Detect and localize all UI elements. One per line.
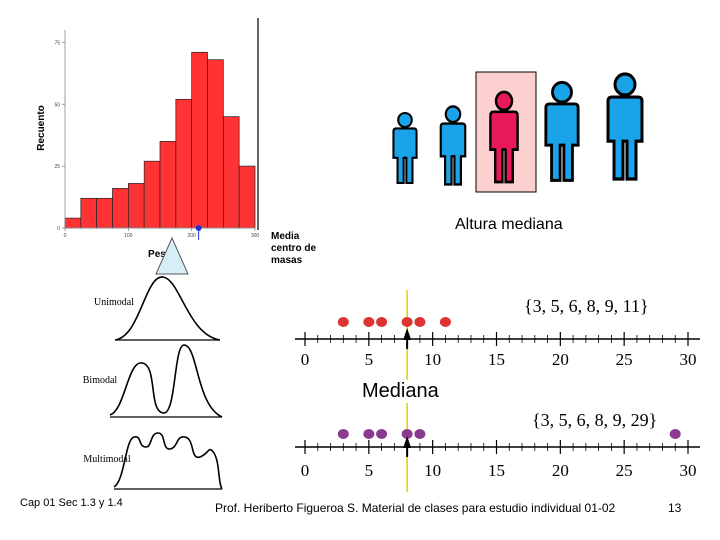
histogram-x-tick-label: 100: [124, 233, 133, 239]
number-lines: 0 5 10 15 20 25 30 0 5 10 15 20 25 30: [295, 290, 700, 492]
media-label-line: Media: [271, 231, 300, 242]
number-line-tick-label: 30: [680, 461, 697, 480]
histogram-y-tick-label: 75: [54, 40, 60, 46]
histogram-bar: [238, 165, 256, 229]
histogram-bar: [112, 188, 129, 229]
unimodal-label: Unimodal: [94, 297, 134, 308]
set2-label: {3, 5, 6, 8, 9, 29}: [532, 410, 657, 431]
number-line-tick-label: 25: [616, 350, 633, 369]
number-line-tick-label: 25: [616, 461, 633, 480]
histogram-bar: [96, 197, 113, 229]
altura-mediana-label: Altura mediana: [455, 216, 563, 233]
people-illustration: [392, 71, 644, 193]
multimodal-label: Multimodal: [83, 454, 130, 465]
histogram-y-label: Recuento: [36, 105, 47, 151]
histogram-bar: [64, 217, 82, 229]
number-line-tick-label: 0: [301, 461, 310, 480]
person-icon: [544, 80, 580, 182]
histogram-bar: [80, 197, 98, 229]
number-line-tick-label: 15: [488, 350, 505, 369]
media-label-line: centro de: [271, 243, 317, 254]
data-point: [414, 317, 426, 327]
histogram-bar: [175, 98, 193, 229]
balance-triangle: [155, 236, 189, 275]
number-line-tick-label: 10: [424, 350, 441, 369]
person-icon: [606, 72, 644, 181]
histogram-bar: [143, 160, 161, 229]
median-arrow-icon: [403, 436, 412, 448]
media-label-line: masas: [271, 255, 303, 266]
modality-curves: Unimodal Bimodal Multimodal: [83, 276, 223, 490]
histogram-y-tick-label: 50: [54, 102, 60, 108]
multimodal-curve: [113, 432, 223, 490]
data-point: [414, 429, 426, 439]
data-point: [363, 317, 375, 327]
bimodal-curve: [109, 344, 223, 418]
histogram-y-tick-label: 25: [54, 164, 60, 170]
set1-label: {3, 5, 6, 8, 9, 11}: [524, 296, 649, 317]
footer-center: Prof. Heriberto Figueroa S. Material de …: [215, 501, 616, 515]
data-point: [363, 429, 375, 439]
data-point: [669, 429, 681, 439]
data-point: [401, 429, 413, 439]
histogram-bar: [159, 141, 177, 229]
number-line-tick-label: 5: [365, 350, 374, 369]
bimodal-label: Bimodal: [83, 375, 118, 386]
data-point: [337, 429, 349, 439]
histogram-x-tick-label: 0: [64, 233, 67, 239]
set2-text: {3, 5, 6, 8, 9, 29}: [532, 410, 658, 430]
histogram-x-label: Peso: [148, 249, 172, 260]
data-point: [401, 317, 413, 327]
histogram-bar: [127, 183, 145, 229]
median-arrow-icon: [403, 328, 412, 340]
histogram-x-tick-label: 300: [251, 233, 260, 239]
number-line-tick-label: 30: [680, 350, 697, 369]
set1-text: {3, 5, 6, 8, 9, 11}: [524, 296, 649, 316]
media-label: Media centro de masas: [271, 231, 316, 267]
unimodal-curve: [114, 276, 221, 341]
data-point: [376, 317, 388, 327]
person-icon: [439, 105, 467, 186]
histogram-bar: [222, 116, 240, 229]
mediana-label: Mediana: [360, 380, 441, 403]
number-line-tick-label: 20: [552, 350, 569, 369]
data-point: [376, 429, 388, 439]
number-line-tick-label: 0: [301, 350, 310, 369]
number-line-tick-label: 20: [552, 461, 569, 480]
histogram-bar: [191, 51, 208, 229]
histogram-bar: [207, 59, 224, 229]
histogram: 0 25 50 75 0 100 200 300 Recuento Peso: [36, 18, 260, 275]
page-number: 13: [668, 501, 682, 515]
person-icon: [392, 111, 418, 185]
data-point: [337, 317, 349, 327]
data-point: [439, 317, 451, 327]
histogram-y-tick-label: 0: [57, 226, 60, 232]
number-line-tick-label: 10: [424, 461, 441, 480]
footer-left: Cap 01 Sec 1.3 y 1.4: [20, 497, 123, 509]
histogram-x-tick-label: 200: [187, 233, 196, 239]
number-line-tick-label: 5: [365, 461, 374, 480]
number-line-tick-label: 15: [488, 461, 505, 480]
